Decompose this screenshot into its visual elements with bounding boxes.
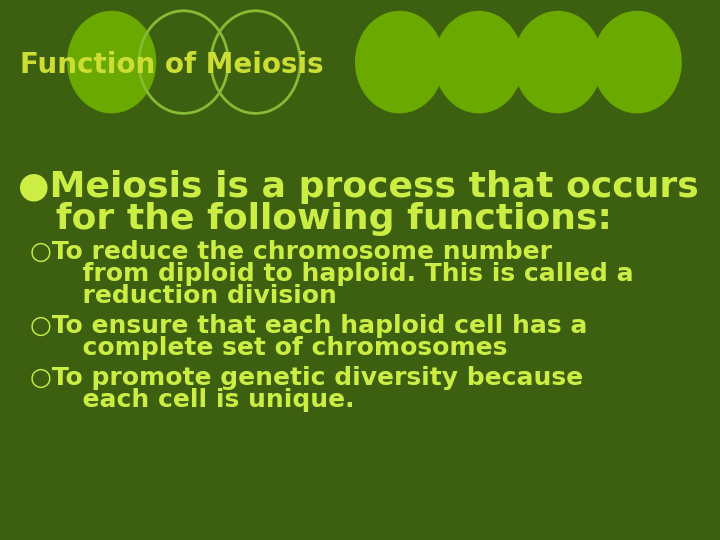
Text: each cell is unique.: each cell is unique. bbox=[30, 388, 354, 412]
Text: ○To ensure that each haploid cell has a: ○To ensure that each haploid cell has a bbox=[30, 314, 588, 338]
Text: ○To reduce the chromosome number: ○To reduce the chromosome number bbox=[30, 240, 552, 264]
Text: ○To promote genetic diversity because: ○To promote genetic diversity because bbox=[30, 366, 583, 390]
Text: Function of Meiosis: Function of Meiosis bbox=[20, 51, 323, 79]
Text: for the following functions:: for the following functions: bbox=[18, 202, 612, 236]
Bar bbox=[0, 0, 720, 115]
Ellipse shape bbox=[67, 11, 156, 113]
Ellipse shape bbox=[513, 11, 603, 113]
Ellipse shape bbox=[593, 11, 682, 113]
Text: complete set of chromosomes: complete set of chromosomes bbox=[30, 336, 508, 360]
Ellipse shape bbox=[434, 11, 523, 113]
Ellipse shape bbox=[355, 11, 444, 113]
Text: from diploid to haploid. This is called a: from diploid to haploid. This is called … bbox=[30, 262, 634, 286]
Text: reduction division: reduction division bbox=[30, 284, 337, 308]
Text: ●Meiosis is a process that occurs: ●Meiosis is a process that occurs bbox=[18, 170, 698, 204]
